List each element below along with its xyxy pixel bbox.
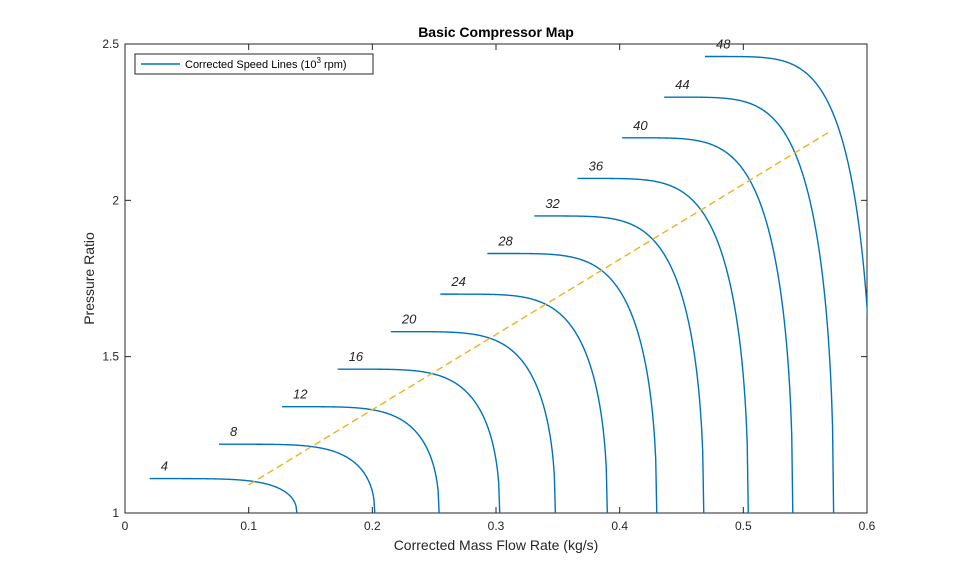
speed-line-44 [664, 96, 835, 513]
speed-line-24 [440, 293, 608, 513]
y-axis-ticks: 1 1.5 2 2.5 [102, 37, 867, 520]
speed-line-16 [337, 368, 501, 513]
legend: Corrected Speed Lines (103 rpm) [134, 53, 374, 75]
y-tick-label: 2.5 [102, 37, 119, 51]
x-tick-label: 0.4 [611, 519, 628, 533]
speed-line-20 [390, 330, 557, 513]
y-tick-label: 1 [112, 506, 119, 520]
series-layer [149, 55, 867, 513]
speed-line-36 [577, 177, 749, 513]
legend-label: Corrected Speed Lines (103 rpm) [185, 56, 347, 71]
speed-line-label: 4 [161, 459, 168, 474]
speed-line-label: 32 [545, 196, 560, 211]
x-axis-title: Corrected Mass Flow Rate (kg/s) [394, 537, 599, 553]
speed-line-28 [487, 252, 658, 513]
legend-label-main: Corrected Speed Lines (10 [185, 59, 316, 71]
y-axis-title: Pressure Ratio [81, 232, 97, 325]
y-tick-label: 2 [112, 193, 119, 207]
x-tick-label: 0.1 [240, 519, 257, 533]
x-tick-label: 0.6 [859, 519, 876, 533]
x-axis-ticks: 0 0.1 0.2 0.3 0.4 0.5 0.6 [122, 44, 876, 533]
legend-box [134, 53, 374, 75]
speed-line-label: 36 [589, 158, 604, 173]
speed-line-12 [282, 405, 440, 513]
y-tick-label: 1.5 [102, 350, 119, 364]
x-tick-label: 0 [122, 519, 129, 533]
speed-line-4 [149, 477, 298, 513]
operating-line [248, 130, 831, 486]
speed-line-label: 24 [450, 274, 465, 289]
speed-line-32 [534, 215, 705, 513]
plot-area [124, 43, 868, 514]
chart-title: Basic Compressor Map [418, 24, 574, 40]
speed-line-label: 20 [401, 312, 417, 327]
x-tick-label: 0.2 [364, 519, 381, 533]
speed-line-label: 40 [633, 118, 648, 133]
speed-line-48 [705, 55, 867, 318]
legend-label-superscript: 3 [316, 56, 321, 65]
x-tick-label: 0.5 [735, 519, 752, 533]
speed-line-label: 44 [675, 77, 689, 92]
speed-line-label: 8 [230, 424, 238, 439]
speed-line-label: 16 [349, 349, 364, 364]
speed-line-label: 48 [716, 37, 731, 52]
speed-line-40 [622, 137, 794, 513]
legend-label-tail: rpm) [321, 59, 347, 71]
speed-line-8 [218, 443, 376, 513]
speed-line-label: 28 [497, 233, 513, 248]
speed-line-label: 12 [293, 387, 308, 402]
x-tick-label: 0.3 [488, 519, 505, 533]
